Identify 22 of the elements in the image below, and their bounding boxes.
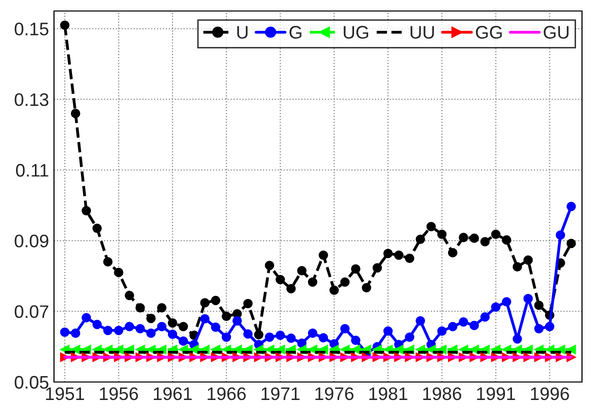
- y-tick-label: 0.09: [14, 234, 48, 248]
- x-tick-label: 1976: [315, 387, 354, 400]
- legend-label: UU: [410, 26, 434, 39]
- legend-label: GG: [476, 26, 502, 39]
- y-tick-label: 0.07: [14, 305, 48, 318]
- y-tick-label: 0.15: [14, 22, 48, 36]
- x-tick-label: 1986: [423, 387, 462, 400]
- x-tick-label: 1991: [477, 387, 515, 400]
- legend-label: GU: [544, 26, 569, 39]
- x-tick-label: 1961: [154, 387, 192, 400]
- legend-label: UG: [344, 26, 368, 39]
- legend-label: G: [290, 26, 302, 39]
- y-tick-label: 0.13: [14, 93, 48, 106]
- x-tick-label: 1966: [208, 387, 246, 400]
- x-tick-label: 1956: [100, 387, 138, 400]
- x-tick-label: 1951: [46, 387, 84, 400]
- y-tick-label: 0.11: [16, 164, 48, 177]
- x-tick-label: 1971: [262, 387, 300, 400]
- x-tick-label: 1981: [369, 387, 408, 400]
- x-tick-label: 1996: [530, 387, 569, 400]
- legend-label: U: [237, 26, 248, 39]
- y-tick-label: 0.05: [14, 376, 48, 389]
